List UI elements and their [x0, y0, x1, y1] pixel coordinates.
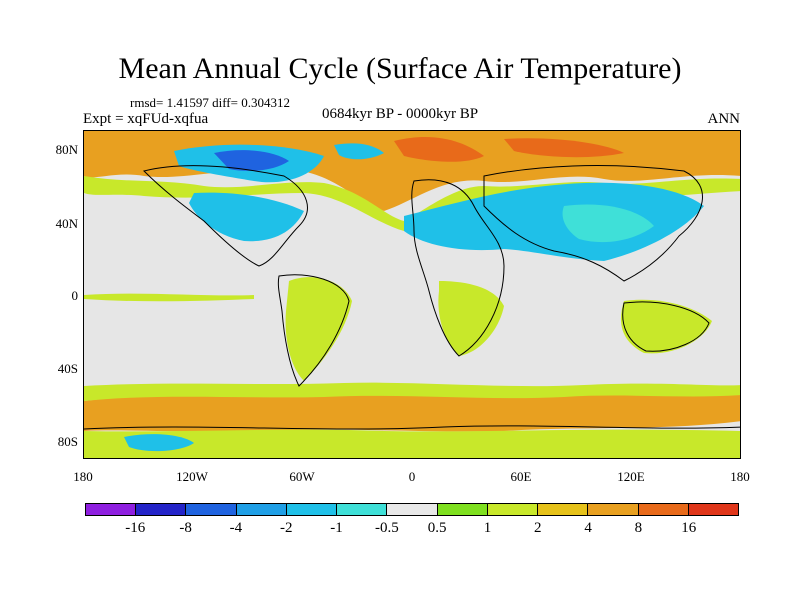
cold-north-atlantic: [334, 143, 384, 160]
lat-label-40s: 40S: [57, 361, 78, 376]
colorbar-label: -1: [330, 520, 343, 536]
coastline-antarctica: [84, 425, 740, 430]
colorbar-label: -16: [125, 520, 146, 536]
period-label: 0684kyr BP - 0000kyr BP: [322, 106, 479, 122]
colorbar-label: 4: [584, 520, 592, 536]
coastline-africa-europe: [411, 179, 505, 357]
colorbar-segment: [136, 504, 187, 515]
coastline-south-america: [277, 274, 350, 387]
lon-label-0: 0: [408, 469, 416, 484]
lat-label-80s: 80S: [57, 434, 78, 449]
lon-label-120e: 120E: [617, 469, 645, 484]
warm-south-america: [285, 277, 352, 381]
colorbar-segment: [638, 504, 689, 515]
colorbar-segment: [236, 504, 287, 515]
warm-africa: [438, 281, 504, 356]
lat-label-40n: 40N: [55, 216, 78, 231]
chart-title: Mean Annual Cycle (Surface Air Temperatu…: [118, 52, 682, 85]
coastline-north-america: [143, 165, 308, 267]
colorbar-label: 2: [534, 520, 542, 536]
warm-pacific-strip: [84, 293, 254, 302]
colorbar-label: -4: [229, 520, 243, 536]
antarctic-edge: [84, 429, 740, 458]
colorbar-label: -2: [279, 520, 293, 536]
colorbar-label: 8: [634, 520, 643, 536]
season-label: ANN: [707, 111, 741, 127]
colorbar-segment: [337, 504, 388, 515]
colorbar-label: 16: [681, 520, 697, 536]
lon-label-60w: 60W: [289, 469, 315, 484]
lat-label-equator: 0: [71, 288, 79, 303]
warm-australia: [620, 299, 712, 354]
lat-label-80n: 80N: [55, 142, 78, 157]
colorbar-segment: [538, 504, 589, 515]
hot-patch-siberia: [504, 138, 624, 158]
lon-label-180e: 180: [730, 469, 750, 484]
colorbar: [85, 503, 739, 516]
coastline-australia: [622, 301, 710, 352]
temperature-map: [83, 130, 741, 459]
colorbar-label: -0.5: [374, 520, 399, 536]
colorbar-segment: [437, 504, 488, 515]
rmsd-diff-stats: rmsd= 1.41597 diff= 0.304312: [130, 95, 290, 110]
colorbar-label: -8: [179, 520, 192, 536]
lon-label-120w: 120W: [176, 469, 208, 484]
colorbar-segment: [588, 504, 639, 515]
map-canvas: [84, 131, 740, 458]
colorbar-segment: [688, 504, 739, 515]
colorbar-segment: [186, 504, 237, 515]
colorbar-label: 1: [483, 520, 492, 536]
cold-greenland-core: [214, 150, 289, 171]
cold-north-america: [189, 192, 304, 242]
mild-band-south: [84, 382, 740, 401]
colorbar-label: 0.5: [427, 520, 447, 536]
colorbar-segment: [86, 504, 137, 515]
experiment-label: Expt = xqFUd-xqfua: [83, 111, 209, 127]
cold-antarctic-patch: [124, 434, 194, 452]
hot-patch-arctic: [394, 136, 484, 162]
cold-asia-core: [562, 204, 654, 243]
lon-label-180w: 180: [73, 469, 93, 484]
colorbar-segment: [387, 504, 438, 515]
colorbar-segment: [286, 504, 338, 515]
lon-label-60e: 60E: [510, 469, 532, 484]
coastline-asia: [483, 165, 703, 282]
cold-eurasia: [404, 182, 704, 261]
warm-band-south: [84, 391, 740, 432]
colorbar-segment: [487, 504, 539, 515]
